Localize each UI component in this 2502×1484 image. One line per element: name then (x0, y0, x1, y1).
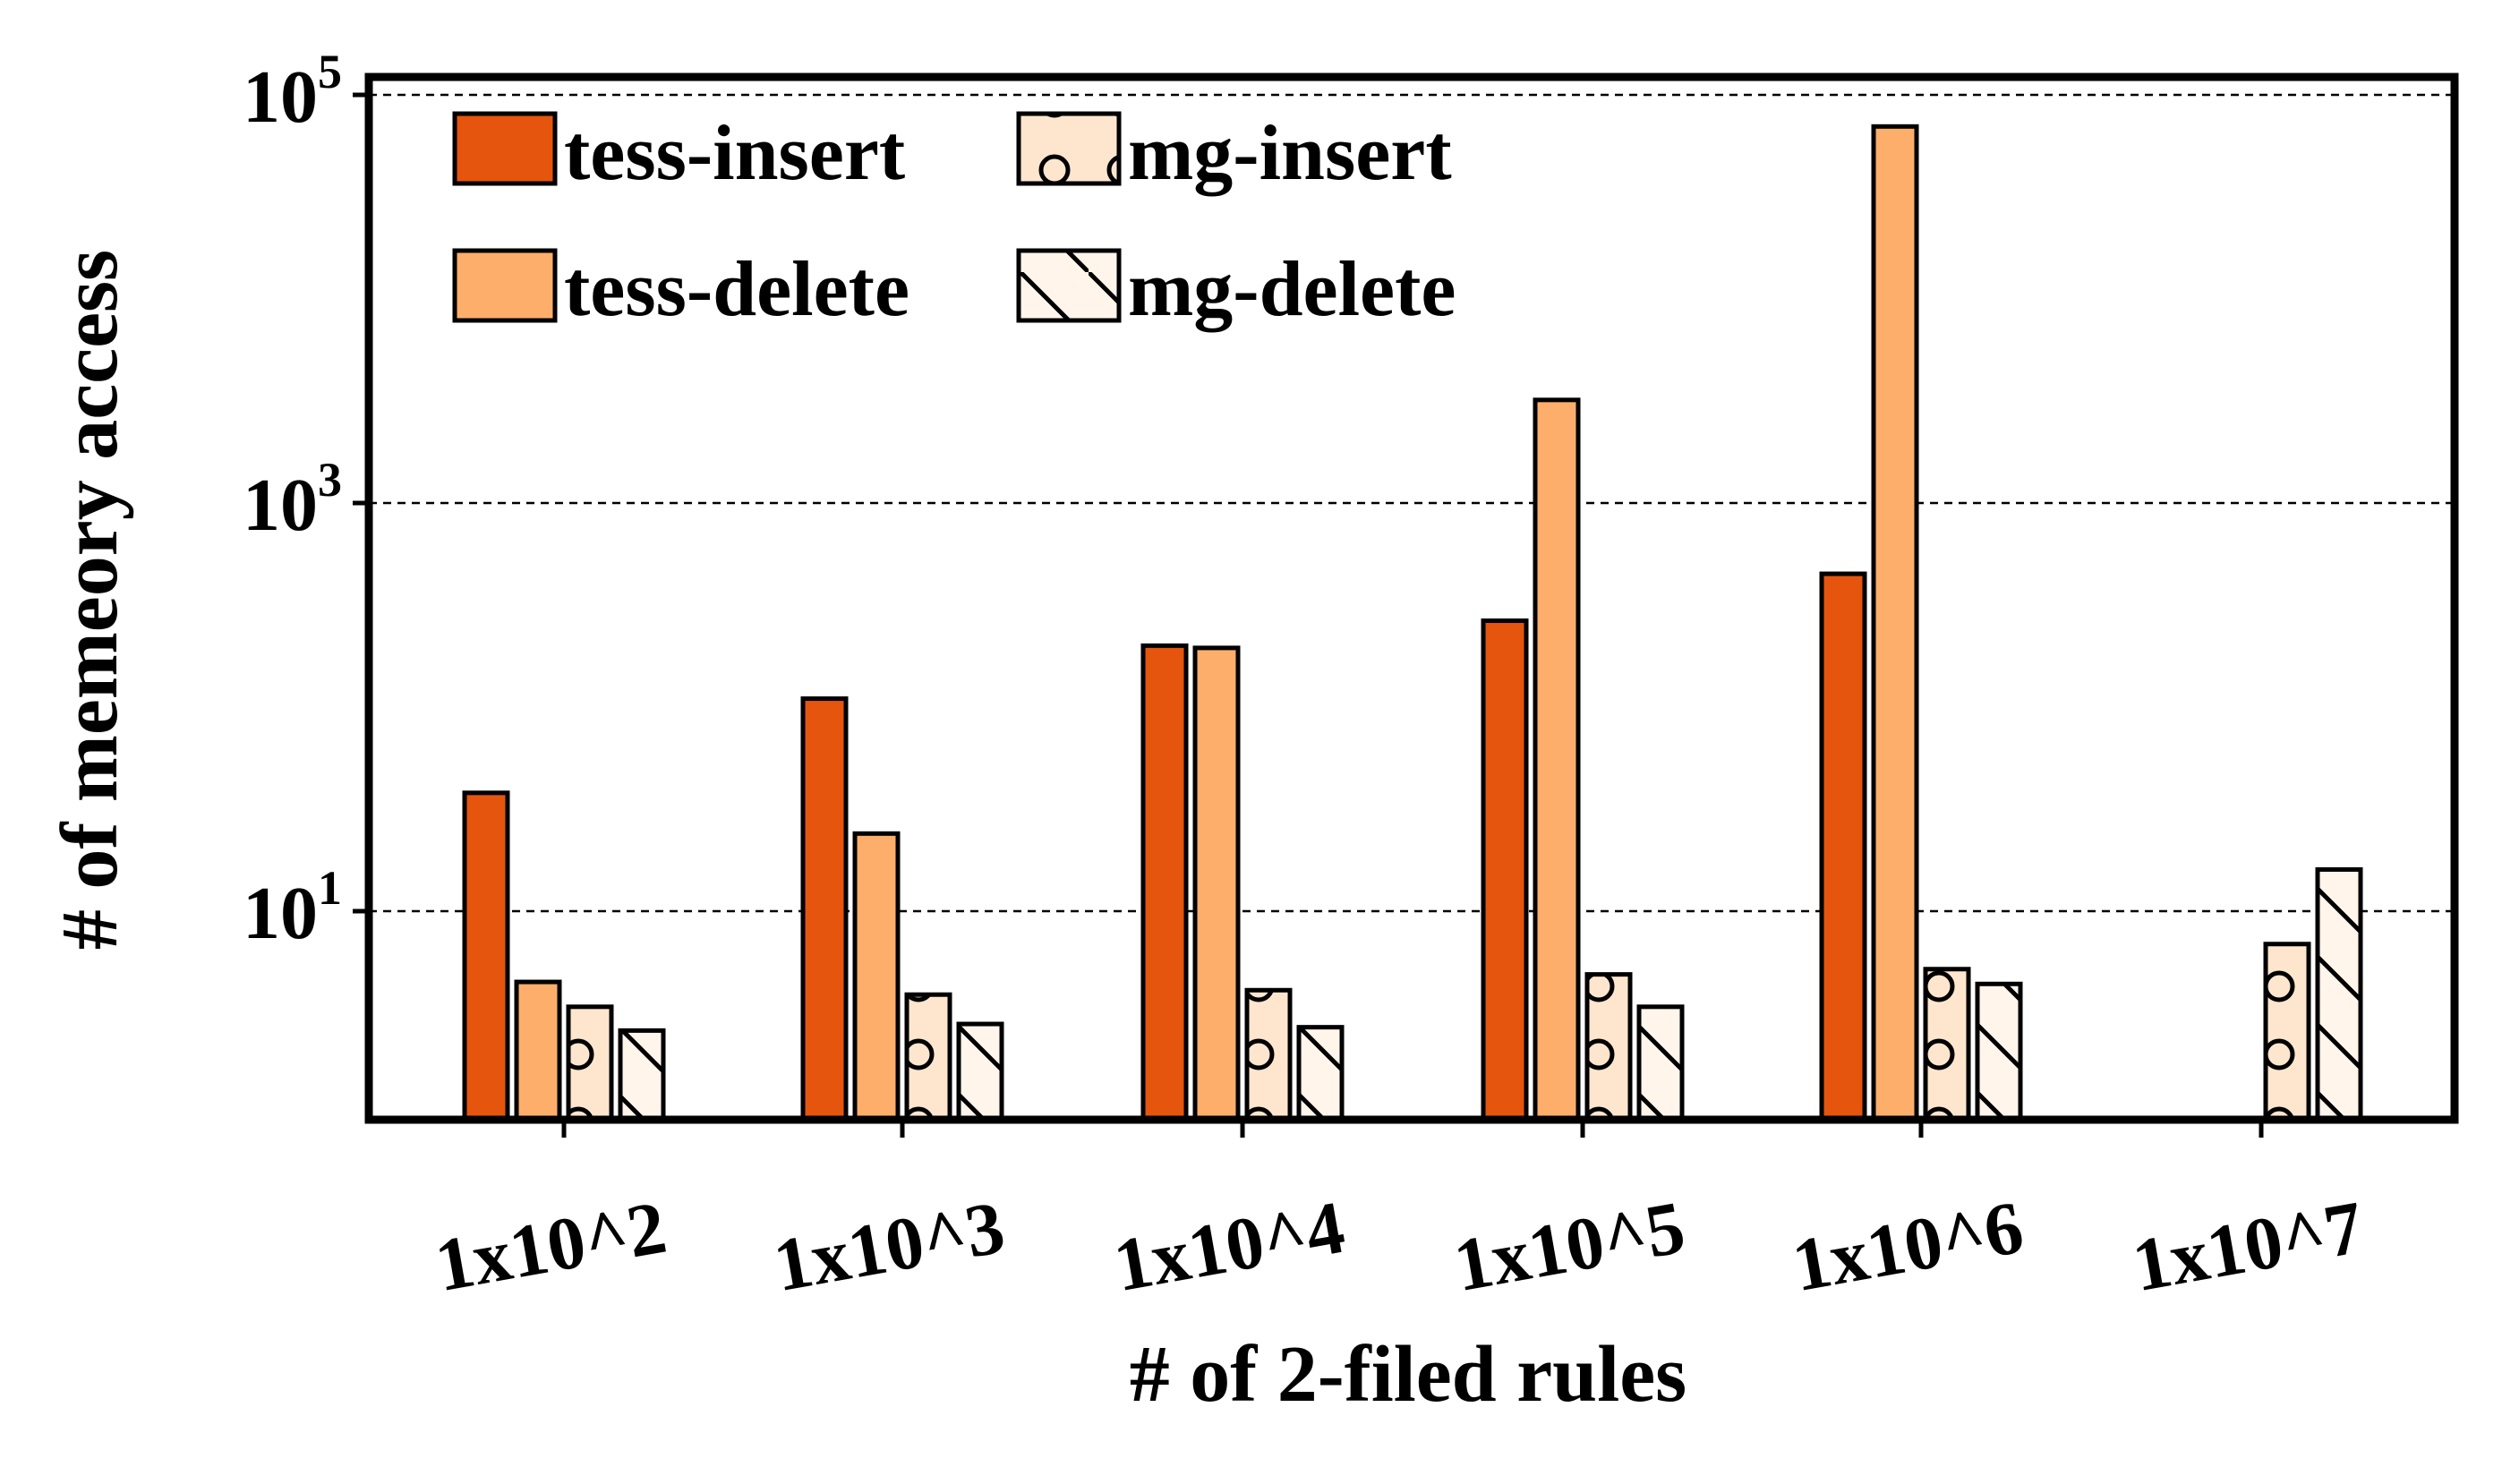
bar (618, 1028, 666, 1122)
bar (462, 790, 510, 1122)
bar-hatch (959, 1024, 1002, 1120)
bar (956, 1021, 1004, 1122)
legend-label: tess-insert (564, 110, 905, 197)
bar-fill (803, 698, 846, 1120)
legend-swatch (455, 114, 555, 183)
legend-swatch-outline (452, 111, 558, 186)
bar-fill (855, 833, 898, 1120)
y-tick-exponent: 1 (318, 861, 342, 915)
bar (1584, 972, 1633, 1122)
y-tick-base: 10 (243, 872, 318, 955)
legend-swatch-outline (1016, 248, 1122, 323)
bar (2315, 866, 2363, 1122)
x-tick-label: 1x10^4 (1108, 1186, 1351, 1309)
legend-item-mg-delete: mg-delete (1016, 246, 1456, 333)
bar (1481, 618, 1529, 1122)
legend-swatch-hatch (1019, 251, 1119, 320)
bar-fill (1535, 399, 1578, 1120)
x-axis-ticks: 1x10^2 1x10^3 1x10^4 1x10^5 1x10^6 1x10^7 (430, 1120, 2370, 1308)
bar (1975, 981, 2023, 1122)
y-tick-label: 101 (243, 861, 342, 955)
x-tick-label: 1x10^6 (1787, 1186, 2029, 1309)
legend-label: mg-insert (1128, 110, 1452, 197)
bar (1533, 397, 1581, 1122)
bar-fill (1195, 647, 1238, 1120)
bar-hatch (1587, 974, 1630, 1120)
bar (1871, 124, 1919, 1122)
bar-fill (1822, 574, 1865, 1120)
bar-hatch (907, 994, 950, 1120)
bar (2263, 942, 2311, 1122)
x-tick-label: 1x10^2 (430, 1186, 672, 1309)
x-tick-label: 1x10^3 (768, 1186, 1011, 1309)
bar-fill (1483, 620, 1526, 1120)
grid-lines (369, 93, 2455, 913)
legend-item-tess-insert: tess-insert (452, 110, 905, 197)
legend-swatch-outline (452, 248, 558, 323)
x-tick-label: 1x10^7 (2127, 1186, 2370, 1309)
bar (1636, 1004, 1685, 1122)
bar (1819, 571, 1867, 1122)
y-tick-exponent: 5 (318, 45, 342, 98)
y-tick-label: 105 (243, 45, 342, 139)
legend-swatch-outline (1016, 111, 1122, 186)
bar (1296, 1025, 1345, 1122)
bar-fill (465, 792, 508, 1120)
bar-hatch (1639, 1006, 1682, 1120)
bar-hatch (2266, 943, 2309, 1120)
bar-hatch (620, 1030, 663, 1120)
legend-swatch (455, 251, 555, 320)
bar-hatch (2318, 869, 2361, 1120)
bar-hatch (1926, 968, 1968, 1120)
y-tick-base: 10 (243, 55, 318, 139)
legend: tess-insert tess-delete mg-insert mg-delete (452, 110, 1456, 333)
bar (852, 831, 901, 1122)
legend-swatch-hatch (1019, 114, 1119, 183)
y-tick-label: 103 (243, 453, 342, 547)
bar-fill (1143, 645, 1186, 1120)
legend-label: tess-delete (564, 246, 909, 333)
plot-frame (364, 72, 2459, 1124)
bar-hatch (1247, 990, 1290, 1120)
bar-fill (1874, 126, 1917, 1121)
legend-label: mg-delete (1128, 246, 1456, 333)
bars (462, 124, 2363, 1122)
y-tick-exponent: 3 (318, 453, 342, 507)
bar-hatch (1299, 1027, 1342, 1120)
bar (514, 979, 562, 1122)
bar (1923, 967, 1971, 1122)
x-tick-label: 1x10^5 (1448, 1186, 1691, 1309)
legend-item-mg-insert: mg-insert (1016, 110, 1452, 197)
bar (1244, 987, 1293, 1122)
bar (566, 1004, 614, 1122)
bar (1192, 645, 1241, 1122)
bar-hatch (1977, 984, 2020, 1120)
y-tick-base: 10 (243, 464, 318, 547)
bar-fill (517, 982, 559, 1120)
bar-hatch (568, 1006, 611, 1120)
bar (904, 992, 952, 1122)
bar (1140, 643, 1189, 1122)
bar (800, 696, 849, 1122)
y-axis-label: # of memeory access (46, 250, 134, 950)
legend-item-tess-delete: tess-delete (452, 246, 909, 333)
x-axis-label: # of 2-filed rules (1130, 1330, 1687, 1419)
